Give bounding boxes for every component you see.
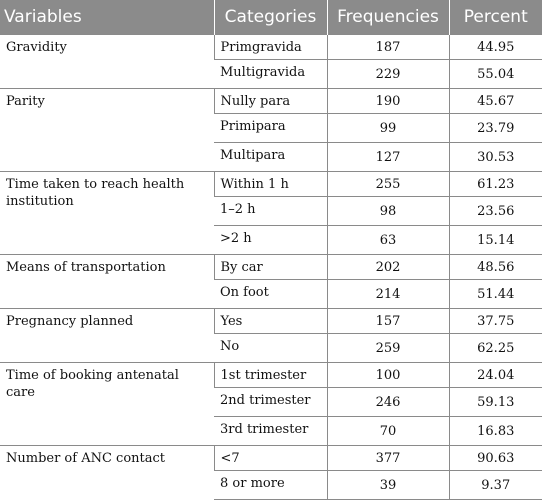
percent-cell: 51.44 xyxy=(448,279,542,309)
percent-cell: 15.14 xyxy=(448,225,542,255)
header-categories: Categories xyxy=(213,0,327,35)
variable-cell: Time taken to reach health institution xyxy=(0,171,214,255)
table-row: Means of transportation By car 202 48.56 xyxy=(0,254,542,309)
frequency-cell: 99 xyxy=(326,113,449,143)
frequency-cell: 127 xyxy=(326,142,449,172)
variable-cell: Parity xyxy=(0,88,214,172)
category-cell: Primgravida xyxy=(213,34,327,60)
percent-cell: 44.95 xyxy=(448,34,542,60)
table-row: Time taken to reach health institution Wi… xyxy=(0,171,542,255)
percent-cell: 16.83 xyxy=(448,416,542,446)
category-cell: No xyxy=(214,333,327,363)
table-row: Number of ANC contact <7 377 90.63 xyxy=(0,445,542,500)
percent-cell: 48.56 xyxy=(448,254,542,280)
table-row: 3rd trimester 70 16.83 xyxy=(0,416,542,446)
table-body: Gravidity Primgravida 187 44.95 Multigravida… xyxy=(0,34,542,500)
frequency-cell: 246 xyxy=(326,387,449,417)
frequency-cell: 255 xyxy=(326,171,449,197)
frequency-cell: 157 xyxy=(326,308,449,334)
header-frequencies: Frequencies xyxy=(326,0,449,35)
table-row: Multigravida 229 55.04 xyxy=(0,59,542,89)
percent-cell: 90.63 xyxy=(448,445,542,471)
header-variables: Variables xyxy=(0,0,214,35)
variable-cell: Gravidity xyxy=(0,34,214,89)
header-row: Variables Categories Frequencies Percent xyxy=(0,0,542,35)
category-cell: >2 h xyxy=(214,225,327,255)
category-cell: Yes xyxy=(213,308,327,334)
category-cell: 1–2 h xyxy=(214,196,327,226)
frequency-cell: 214 xyxy=(326,279,449,309)
percent-cell: 9.37 xyxy=(448,470,542,500)
table-row: On foot 214 51.44 xyxy=(0,279,542,309)
percent-cell: 23.56 xyxy=(448,196,542,226)
variable-cell: Pregnancy planned xyxy=(0,308,214,363)
frequency-cell: 187 xyxy=(326,34,449,60)
category-cell: 3rd trimester xyxy=(214,416,327,446)
table-row: 1–2 h 98 23.56 xyxy=(0,196,542,226)
category-cell: <7 xyxy=(213,445,327,471)
table-header: Variables Categories Frequencies Percent xyxy=(0,0,542,35)
variable-cell: Number of ANC contact xyxy=(0,445,214,500)
table-row: Pregnancy planned Yes 157 37.75 xyxy=(0,308,542,363)
frequency-cell: 98 xyxy=(326,196,449,226)
percent-cell: 45.67 xyxy=(448,88,542,114)
table-row: 2nd trimester 246 59.13 xyxy=(0,387,542,417)
header-percent: Percent xyxy=(448,0,542,35)
category-cell: Multipara xyxy=(214,142,327,172)
percent-cell: 24.04 xyxy=(448,362,542,388)
category-cell: 8 or more xyxy=(214,470,327,500)
variable-cell: Means of transportation xyxy=(0,254,214,309)
category-cell: Nully para xyxy=(213,88,327,114)
frequency-cell: 39 xyxy=(326,470,449,500)
category-cell: Primipara xyxy=(214,113,327,143)
frequency-cell: 229 xyxy=(326,59,449,89)
frequency-cell: 202 xyxy=(326,254,449,280)
percent-cell: 30.53 xyxy=(448,142,542,172)
percent-cell: 62.25 xyxy=(448,333,542,363)
frequency-cell: 190 xyxy=(326,88,449,114)
table-row: >2 h 63 15.14 xyxy=(0,225,542,255)
percent-cell: 61.23 xyxy=(448,171,542,197)
percent-cell: 55.04 xyxy=(448,59,542,89)
table-row: Multipara 127 30.53 xyxy=(0,142,542,172)
category-cell: Within 1 h xyxy=(213,171,327,197)
table-row: No 259 62.25 xyxy=(0,333,542,363)
table-row: Parity Nully para 190 45.67 xyxy=(0,88,542,172)
percent-cell: 37.75 xyxy=(448,308,542,334)
frequency-cell: 70 xyxy=(326,416,449,446)
frequency-cell: 259 xyxy=(326,333,449,363)
category-cell: By car xyxy=(213,254,327,280)
frequency-cell: 100 xyxy=(326,362,449,388)
variable-cell: Time of booking antenatal care xyxy=(0,362,214,446)
percent-cell: 59.13 xyxy=(448,387,542,417)
category-cell: On foot xyxy=(214,279,327,309)
category-cell: 2nd trimester xyxy=(214,387,327,417)
table-row: Primipara 99 23.79 xyxy=(0,113,542,143)
table-row: Time of booking antenatal care 1st trimes… xyxy=(0,362,542,446)
frequency-cell: 63 xyxy=(326,225,449,255)
category-cell: Multigravida xyxy=(214,59,327,89)
percent-cell: 23.79 xyxy=(448,113,542,143)
category-cell: 1st trimester xyxy=(213,362,327,388)
table-row: Gravidity Primgravida 187 44.95 xyxy=(0,34,542,89)
frequency-cell: 377 xyxy=(326,445,449,471)
